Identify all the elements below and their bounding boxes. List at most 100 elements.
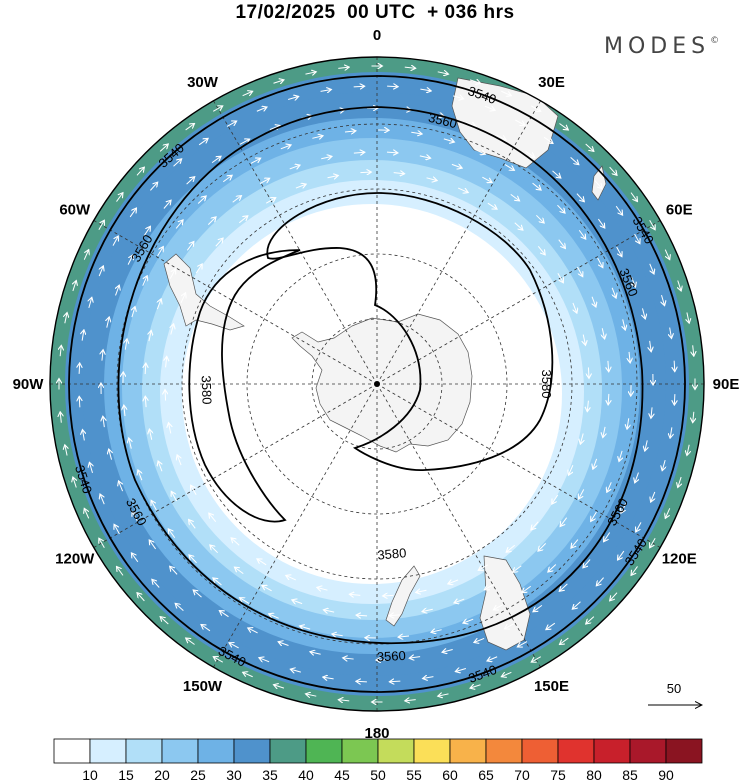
wind-arrow	[416, 590, 427, 592]
colorbar-tick-label: 75	[550, 767, 566, 782]
wind-arrow	[273, 80, 284, 83]
colorbar-swatch	[665, 738, 703, 764]
wind-arrow	[558, 239, 566, 249]
wind-arrow	[65, 445, 67, 456]
wind-arrow	[431, 630, 442, 633]
wind-arrow	[312, 136, 323, 139]
wind-arrow	[552, 494, 559, 504]
wind-arrow	[536, 214, 544, 223]
wind-arrow	[451, 164, 462, 168]
colorbar-tick-label: 45	[334, 767, 350, 782]
wind-arrow	[586, 616, 595, 624]
wind-arrow	[98, 220, 105, 231]
wind-arrow	[215, 238, 223, 247]
wind-arrow	[387, 86, 398, 87]
wind-arrow	[189, 555, 197, 564]
wind-arrow	[470, 685, 481, 688]
new-zealand-landmass	[385, 565, 421, 627]
longitude-labels: 0 30E 60E 90E 120E 150E 180 150W 120W 90W 60W 30W	[13, 27, 740, 742]
wind-arrow	[305, 72, 317, 74]
contour-label: 3580	[539, 370, 554, 399]
wind-arrow	[615, 205, 622, 215]
colorbar-swatch	[269, 738, 307, 764]
wind-arrow	[687, 312, 689, 324]
wind-arrow	[116, 285, 120, 296]
wind-arrow	[131, 553, 139, 563]
wind-arrow	[557, 204, 565, 213]
wind-arrow	[84, 508, 90, 519]
wind-arrow	[165, 390, 166, 401]
colorbar-swatch	[125, 738, 163, 764]
wind-arrow	[629, 351, 630, 363]
colorbar-tick-label: 80	[586, 767, 602, 782]
wind-arrow	[465, 123, 476, 127]
wind-arrow	[437, 72, 449, 74]
contour-label-group: 3560	[427, 110, 459, 132]
contour-3580-west	[188, 249, 301, 523]
wind-arrow	[124, 405, 125, 417]
contour-label-group: 3560	[376, 648, 406, 664]
wind-arrow	[650, 537, 656, 548]
contour-label: 3560	[427, 110, 459, 132]
wind-arrow	[443, 139, 455, 142]
south-pole-dot	[374, 381, 380, 387]
wind-arrow	[290, 669, 302, 672]
wind-arrow	[274, 685, 285, 688]
wind-arrow	[537, 245, 545, 255]
vector-reference-label: 50	[667, 681, 681, 696]
wind-arrow	[501, 671, 512, 676]
wind-arrow	[222, 175, 232, 183]
wind-arrow	[186, 177, 195, 185]
wind-arrow	[209, 513, 217, 523]
wind-arrow	[166, 356, 167, 368]
wind-arrow	[100, 494, 105, 505]
wind-arrow	[571, 539, 579, 549]
meridian-line	[376, 220, 661, 385]
wind-arrow	[665, 508, 671, 518]
wind-arrow	[636, 522, 642, 532]
wind-arrow	[195, 264, 202, 274]
africa-landmass	[451, 77, 559, 169]
wind-arrow	[186, 241, 194, 251]
wind-arrow	[587, 400, 588, 412]
wind-arrow	[543, 136, 553, 143]
wind-arrow	[191, 485, 197, 496]
wind-arrow	[317, 587, 328, 590]
longitude-label: 90W	[13, 376, 45, 393]
wind-arrow	[265, 198, 276, 204]
wind-arrow	[576, 266, 582, 277]
wind-arrow	[142, 276, 147, 286]
wind-arrow	[583, 334, 585, 346]
wind-arrow	[635, 472, 639, 483]
colorbar-swatch	[449, 738, 487, 764]
meridian-line	[93, 383, 378, 548]
land-masses	[163, 77, 607, 651]
wind-arrow	[409, 657, 421, 659]
wind-arrow	[242, 91, 253, 97]
colorbar-swatch	[53, 738, 91, 764]
wind-arrow	[232, 196, 242, 203]
wind-arrow	[393, 173, 405, 174]
colorbar-tick-label: 65	[478, 767, 494, 782]
wind-arrow	[173, 159, 182, 167]
wind-arrow	[423, 677, 434, 679]
wind-arrow	[338, 700, 350, 701]
wind-arrow	[514, 222, 523, 230]
colorbar-tick-label: 20	[154, 767, 170, 782]
latitude-circle	[246, 253, 508, 515]
wind-arrow	[125, 339, 127, 350]
wind-arrow	[452, 96, 464, 99]
wind-arrow	[478, 564, 489, 571]
wind-arrow	[570, 157, 579, 164]
wind-arrow	[344, 131, 356, 132]
wind-arrow	[525, 150, 535, 157]
contour-label: 3580	[199, 375, 215, 404]
contour-label-group: 3580	[539, 370, 554, 399]
wind-arrow	[138, 470, 142, 481]
wind-arrow	[353, 86, 365, 87]
wind-arrow	[219, 611, 229, 618]
wind-arrow	[559, 123, 568, 129]
wind-arrow	[306, 694, 317, 696]
colorbar-swatch	[413, 738, 451, 764]
wind-arrow	[678, 280, 681, 291]
